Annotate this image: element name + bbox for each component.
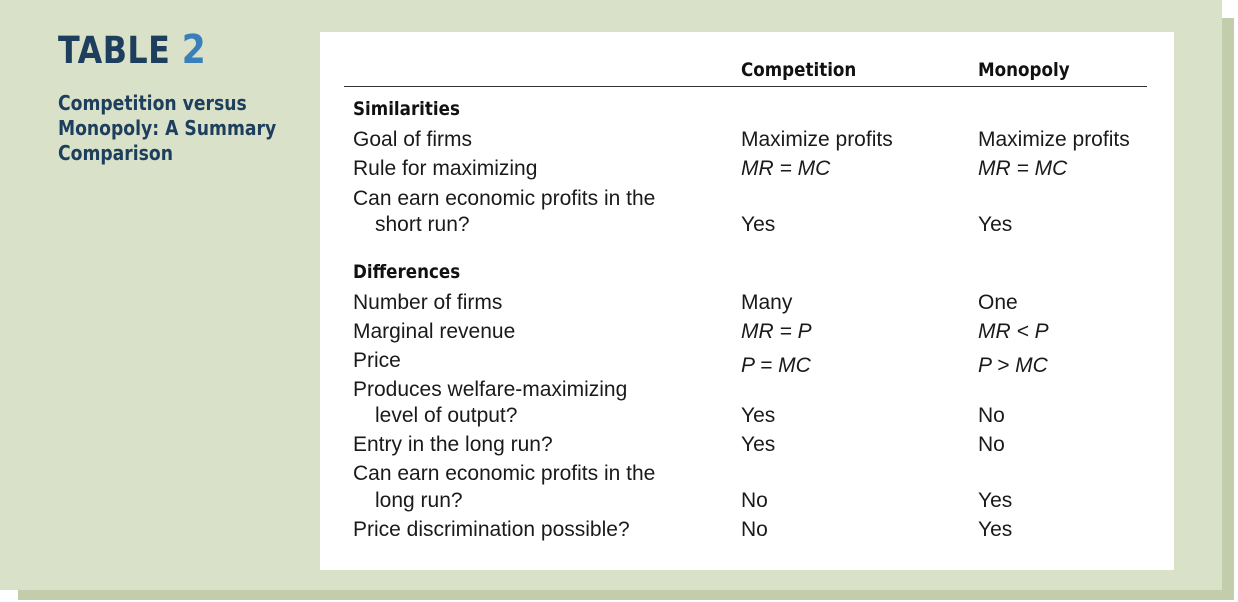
table-number: 2 bbox=[181, 27, 207, 73]
row-label-goal-of-firms: Goal of firms bbox=[353, 128, 473, 151]
cell-monopoly-price-discrimination: Yes bbox=[978, 518, 1013, 541]
row-label-price-discrimination: Price discrimination possible? bbox=[353, 518, 630, 541]
table-subtitle-line: Comparison bbox=[58, 141, 173, 165]
row-label-entry-long-run: Entry in the long run? bbox=[353, 433, 553, 456]
row-label-short-run-profits-line1: Can earn economic profits in the bbox=[353, 187, 656, 210]
table-subtitle-line: Monopoly: A Summary bbox=[58, 116, 277, 140]
section-heading-similarities: Similarities bbox=[353, 98, 460, 120]
row-label-rule-for-maximizing: Rule for maximizing bbox=[353, 157, 538, 180]
row-label-welfare-line1: Produces welfare-maximizing bbox=[353, 378, 628, 401]
row-label-price: Price bbox=[353, 349, 401, 372]
row-label-number-of-firms: Number of firms bbox=[353, 291, 503, 314]
row-label-long-run-profits-line1: Can earn economic profits in the bbox=[353, 462, 656, 485]
table-label-text: TABLE bbox=[58, 29, 171, 72]
cell-competition-price: P = MC bbox=[741, 354, 811, 377]
cell-competition-short-run-profits: Yes bbox=[741, 213, 776, 236]
section-heading-differences: Differences bbox=[353, 261, 461, 283]
table-title: TABLE 2 bbox=[58, 28, 264, 73]
cell-monopoly-number-of-firms: One bbox=[978, 291, 1018, 314]
table-caption: TABLE 2 Competition versus Monopoly: A S… bbox=[58, 28, 298, 166]
row-label-short-run-profits-line2: short run? bbox=[375, 213, 470, 236]
cell-competition-welfare: Yes bbox=[741, 404, 776, 427]
cell-monopoly-short-run-profits: Yes bbox=[978, 213, 1013, 236]
cell-monopoly-entry: No bbox=[978, 433, 1005, 456]
cell-monopoly-price: P > MC bbox=[978, 354, 1048, 377]
cell-competition-price-discrimination: No bbox=[741, 518, 768, 541]
cell-competition-entry: Yes bbox=[741, 433, 776, 456]
cell-monopoly-rule: MR = MC bbox=[978, 157, 1068, 180]
header-rule bbox=[344, 86, 1147, 87]
cell-monopoly-marginal-revenue: MR < P bbox=[978, 320, 1049, 343]
row-label-long-run-profits-line2: long run? bbox=[375, 489, 463, 512]
row-label-marginal-revenue: Marginal revenue bbox=[353, 320, 516, 343]
cell-monopoly-long-run-profits: Yes bbox=[978, 489, 1013, 512]
cell-competition-goal: Maximize profits bbox=[741, 128, 893, 151]
table-subtitle-line: Competition versus bbox=[58, 91, 247, 115]
cell-competition-long-run-profits: No bbox=[741, 489, 768, 512]
table-body bbox=[320, 32, 1174, 570]
cell-monopoly-welfare: No bbox=[978, 404, 1005, 427]
column-header-competition: Competition bbox=[741, 59, 857, 81]
cell-monopoly-goal: Maximize profits bbox=[978, 128, 1130, 151]
cell-competition-marginal-revenue: MR = P bbox=[741, 320, 812, 343]
column-header-monopoly: Monopoly bbox=[978, 59, 1070, 81]
table-subtitle: Competition versus Monopoly: A Summary C… bbox=[58, 91, 282, 166]
cell-competition-rule: MR = MC bbox=[741, 157, 831, 180]
row-label-welfare-line2: level of output? bbox=[375, 404, 518, 427]
cell-competition-number-of-firms: Many bbox=[741, 291, 793, 314]
